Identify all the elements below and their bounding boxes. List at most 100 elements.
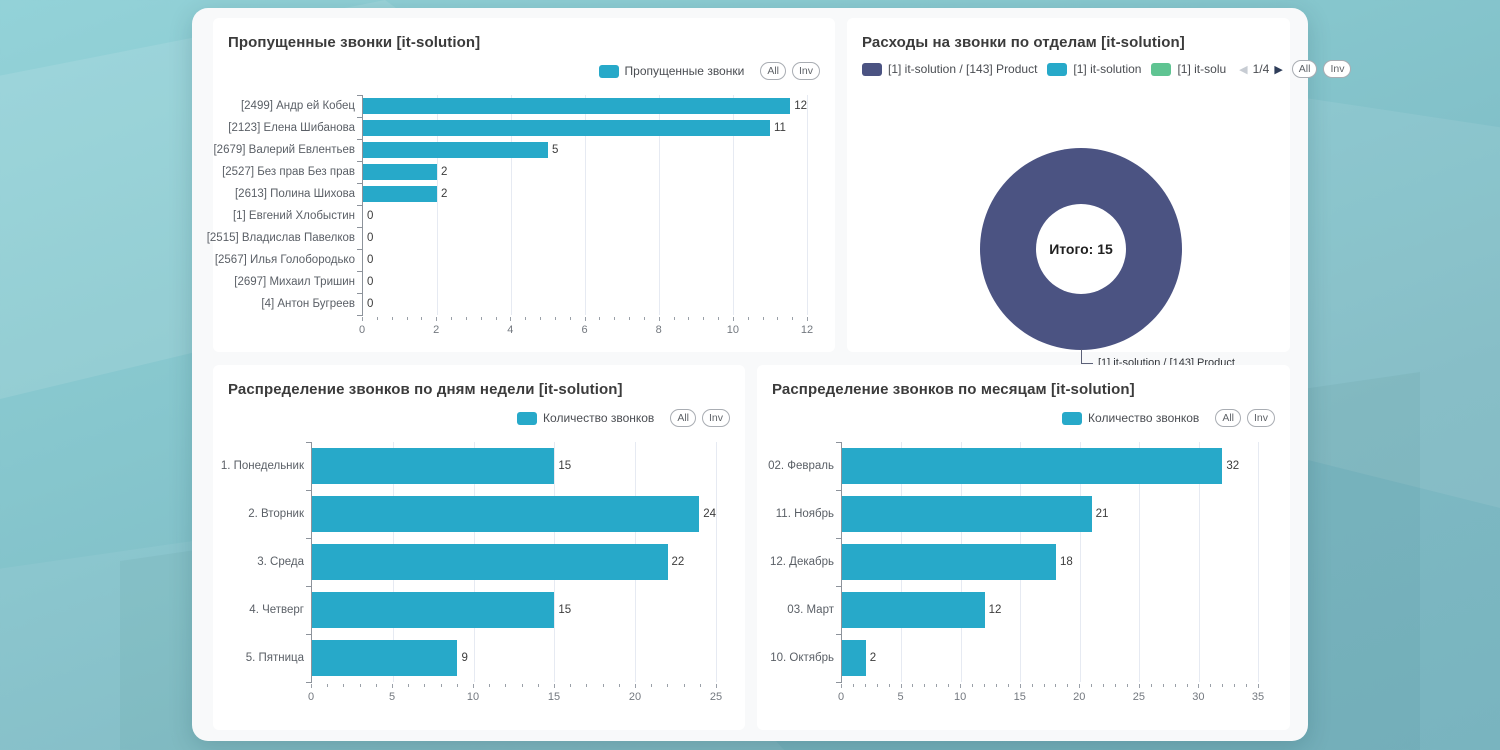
minor-tick <box>614 317 616 320</box>
bar-value-label: 21 <box>1095 508 1109 520</box>
minor-tick <box>1055 684 1057 687</box>
legend-all-button[interactable]: All <box>1215 409 1241 427</box>
legend-item[interactable]: Количество звонков <box>1062 411 1199 425</box>
legend-item[interactable]: [1] it-solution <box>1047 62 1141 76</box>
chart-title: Распределение звонков по дням недели [it… <box>228 381 623 398</box>
bar[interactable] <box>363 142 548 158</box>
legend-all-button[interactable]: All <box>760 62 786 80</box>
minor-tick <box>1210 684 1212 687</box>
category-tick <box>836 442 842 443</box>
category-tick <box>357 95 363 96</box>
category-label: [2613] Полина Шихова <box>234 188 355 200</box>
bar[interactable] <box>363 98 791 114</box>
gridline <box>716 442 717 682</box>
category-label: [2123] Елена Шибанова <box>228 122 355 134</box>
minor-tick <box>440 684 442 687</box>
bar[interactable] <box>842 496 1092 532</box>
major-tick <box>311 684 312 688</box>
category-tick <box>306 490 312 491</box>
bar[interactable] <box>312 448 555 484</box>
legend-item[interactable]: [1] it-solution / [143] Product <box>862 62 1037 76</box>
legend-item[interactable]: [1] it-solu <box>1151 62 1226 76</box>
minor-tick <box>683 684 685 687</box>
minor-tick <box>718 317 719 320</box>
category-tick <box>357 293 363 294</box>
chart-card-calls-by-weekday: Распределение звонков по дням недели [it… <box>213 365 745 730</box>
major-tick <box>510 317 512 321</box>
bar[interactable] <box>363 120 770 136</box>
legend-prev-arrow[interactable]: ◀ <box>1239 63 1248 76</box>
bar-row: 15 <box>312 442 716 490</box>
bar-value-label: 18 <box>1059 556 1073 568</box>
plot-area: 32 21 18 12 2 <box>836 442 1259 683</box>
minor-tick <box>864 684 866 687</box>
legend-swatch <box>1047 62 1068 76</box>
minor-tick <box>1031 684 1033 687</box>
bar[interactable] <box>312 592 555 628</box>
bar[interactable] <box>312 496 700 532</box>
bar[interactable] <box>312 544 668 580</box>
axis-tick-label: 25 <box>1132 691 1145 703</box>
axis-tick-label: 20 <box>1073 691 1086 703</box>
donut-ring[interactable]: Итого: 15 <box>980 148 1182 350</box>
bar[interactable] <box>363 164 437 180</box>
axis-tick-label: 15 <box>547 691 561 703</box>
minor-tick <box>408 684 410 687</box>
legend-item-label: [1] it-solution <box>1073 62 1142 76</box>
legend-inv-button[interactable]: Inv <box>791 62 820 80</box>
minor-tick <box>888 684 890 687</box>
bar-value-label: 0 <box>367 276 374 288</box>
bar[interactable] <box>842 592 985 628</box>
minor-tick <box>651 684 653 687</box>
bar-value-label: 2 <box>440 166 448 178</box>
legend-next-arrow[interactable]: ▶ <box>1274 63 1283 76</box>
minor-tick <box>569 317 571 320</box>
minor-tick <box>792 317 794 320</box>
gridline <box>1198 442 1200 682</box>
legend-inv-button[interactable]: Inv <box>1246 409 1275 427</box>
bar-value-label: 9 <box>461 652 468 664</box>
legend-item[interactable]: Количество звонков <box>517 411 654 425</box>
minor-tick <box>667 684 669 687</box>
category-label: 4. Четверг <box>249 604 304 616</box>
legend-all-button[interactable]: All <box>670 409 696 427</box>
legend-inv-button[interactable]: Inv <box>1323 60 1352 78</box>
legend-swatch <box>1062 411 1083 425</box>
major-tick <box>658 317 660 321</box>
category-label: [2515] Владислав Павелков <box>206 232 355 244</box>
minor-tick <box>406 317 408 320</box>
bar[interactable] <box>363 186 437 202</box>
axis-tick-label: 10 <box>954 691 967 703</box>
bar-value-label: 11 <box>774 122 786 134</box>
bar[interactable] <box>842 544 1056 580</box>
legend-page-indicator: 1/4 <box>1252 62 1270 76</box>
bar-row: 15 <box>312 586 716 634</box>
minor-tick <box>972 684 974 687</box>
legend-swatch <box>862 62 882 76</box>
axis-tick-label: 0 <box>307 691 315 703</box>
legend-all-button[interactable]: All <box>1291 60 1318 78</box>
minor-tick <box>924 684 926 687</box>
category-tick <box>357 183 363 184</box>
bar-value-label: 0 <box>367 210 374 222</box>
gridline <box>1079 442 1081 682</box>
bar[interactable] <box>842 448 1223 484</box>
gridline <box>1258 442 1259 682</box>
value-axis: 0 5 10 15 20 25 <box>307 682 722 708</box>
bar-row: 0 <box>363 249 807 271</box>
legend-item-label: Количество звонков <box>1088 411 1200 425</box>
major-tick <box>362 317 363 321</box>
category-label: 2. Вторник <box>248 508 304 520</box>
legend-item[interactable]: Пропущенные звонки <box>598 64 744 78</box>
minor-tick <box>570 684 572 687</box>
minor-tick <box>1162 684 1164 687</box>
gridline <box>807 95 808 315</box>
category-tick <box>357 315 363 316</box>
bar[interactable] <box>312 640 458 676</box>
minor-tick <box>537 684 539 687</box>
bar-row: 18 <box>842 538 1258 586</box>
category-label: [1] Евгений Хлобыстин <box>232 210 355 222</box>
bar[interactable] <box>842 640 866 676</box>
category-tick <box>836 586 842 587</box>
legend-inv-button[interactable]: Inv <box>701 409 730 427</box>
